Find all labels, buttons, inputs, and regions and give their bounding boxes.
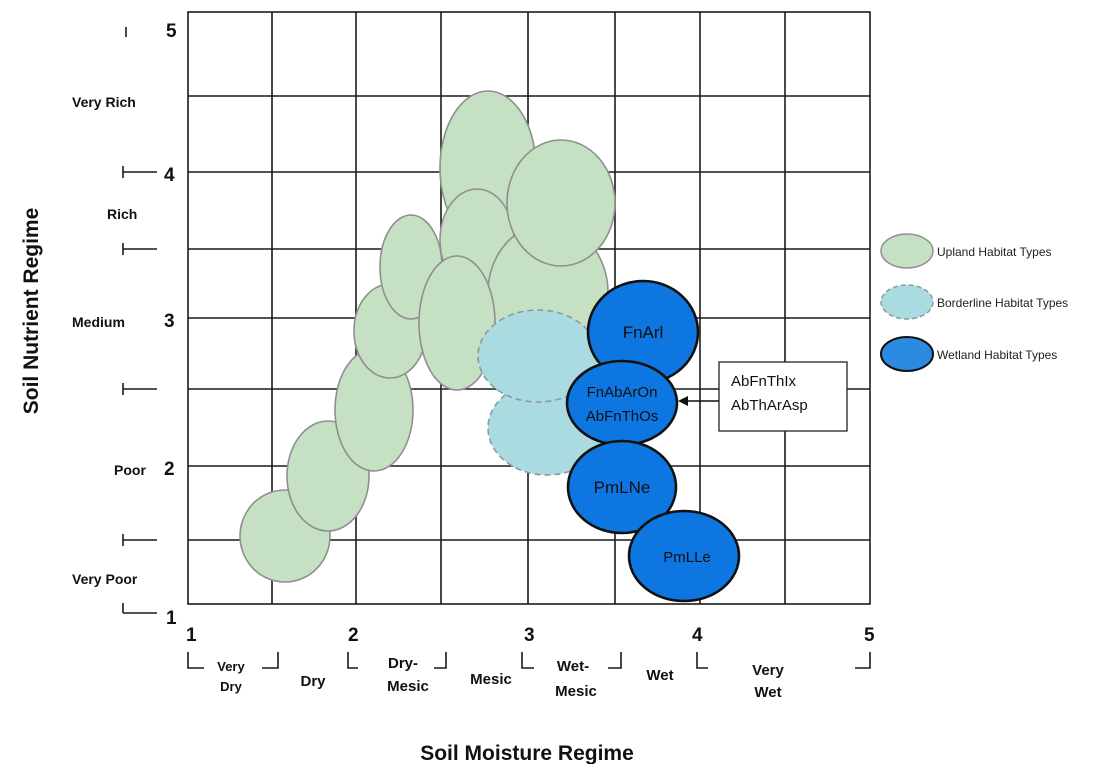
x-axis-title: Soil Moisture Regime bbox=[420, 742, 634, 764]
x-number-1: 1 bbox=[186, 625, 197, 646]
moisture-wet-mesic-line1: Wet- bbox=[557, 658, 589, 675]
wetland-pmlne bbox=[566, 439, 678, 535]
upland-habitats bbox=[239, 90, 616, 583]
legend-upland-label: Upland Habitat Types bbox=[937, 245, 1052, 259]
x-number-2: 2 bbox=[348, 625, 359, 646]
moisture-very-dry-line2: Dry bbox=[220, 679, 242, 694]
nutrient-rich: Rich bbox=[107, 206, 137, 222]
wetland-fnabaron bbox=[565, 359, 679, 447]
moisture-wet-mesic-line2: Mesic bbox=[555, 683, 597, 700]
legend: Upland Habitat Types Borderline Habitat … bbox=[880, 233, 1068, 372]
callout: AbFnThIx AbThArAsp bbox=[678, 361, 848, 432]
label-fnabaron: FnAbArOn bbox=[587, 384, 658, 401]
moisture-mesic: Mesic bbox=[470, 671, 512, 688]
legend-borderline-swatch bbox=[880, 284, 934, 320]
legend-wetland-swatch bbox=[880, 336, 934, 372]
legend-borderline-label: Borderline Habitat Types bbox=[937, 296, 1068, 310]
label-abfnthos: AbFnThOs bbox=[586, 408, 659, 425]
nutrient-poor: Poor bbox=[114, 462, 146, 478]
moisture-very-dry-line1: Very bbox=[217, 659, 245, 674]
plot-frame bbox=[187, 11, 871, 605]
wetland-habitats bbox=[565, 279, 741, 603]
callout-line-1: AbFnThIx bbox=[731, 373, 797, 390]
y-axis-title: Soil Nutrient Regime bbox=[20, 208, 43, 415]
wetland-pmlle bbox=[627, 509, 741, 603]
y-number-2: 2 bbox=[164, 459, 175, 480]
moisture-dry: Dry bbox=[300, 673, 326, 690]
nutrient-very-poor: Very Poor bbox=[72, 571, 138, 587]
moisture-wet: Wet bbox=[646, 667, 673, 684]
y-number-5: 5 bbox=[166, 21, 177, 42]
arrow-head-icon bbox=[678, 396, 688, 406]
x-number-4: 4 bbox=[692, 625, 703, 646]
y-number-3: 3 bbox=[164, 311, 175, 332]
x-ticks bbox=[187, 652, 871, 669]
label-pmlne: PmLNe bbox=[594, 478, 651, 497]
nutrient-very-rich: Very Rich bbox=[72, 94, 136, 110]
moisture-very-wet-line2: Wet bbox=[754, 684, 781, 701]
callout-line-2: AbThArAsp bbox=[731, 397, 808, 414]
y-ticks bbox=[122, 27, 157, 614]
nutrient-medium: Medium bbox=[72, 314, 125, 330]
y-number-1: 1 bbox=[166, 608, 177, 629]
x-number-3: 3 bbox=[524, 625, 535, 646]
legend-upland-swatch bbox=[880, 233, 934, 269]
moisture-very-wet-line1: Very bbox=[752, 662, 784, 679]
legend-wetland-label: Wetland Habitat Types bbox=[937, 348, 1057, 362]
callout-box bbox=[718, 361, 848, 432]
label-fnarl: FnArl bbox=[623, 323, 664, 342]
label-pmlle: PmLLe bbox=[663, 549, 711, 566]
moisture-dry-mesic-line1: Dry- bbox=[388, 655, 418, 672]
moisture-dry-mesic-line2: Mesic bbox=[387, 678, 429, 695]
y-number-4: 4 bbox=[164, 165, 175, 186]
upland-ellipse bbox=[506, 139, 616, 267]
x-number-5: 5 bbox=[864, 625, 875, 646]
